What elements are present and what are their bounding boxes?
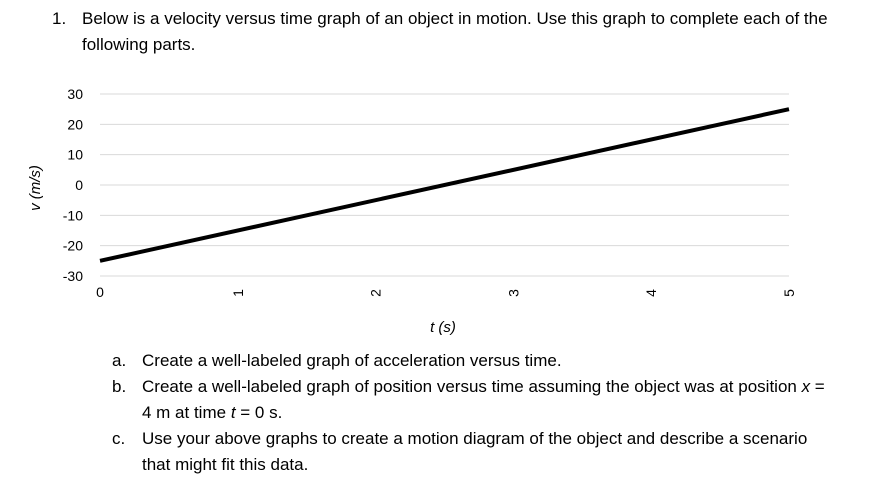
y-tick-label: -10 bbox=[63, 207, 83, 223]
gridlines bbox=[100, 93, 789, 277]
y-axis-label: v (m/s) bbox=[27, 165, 44, 211]
part-label: b. bbox=[112, 377, 127, 396]
y-tick-label: 0 bbox=[75, 177, 83, 193]
part-text: Create a well-labeled graph of accelerat… bbox=[142, 351, 562, 370]
part-text: Create a well-labeled graph of position … bbox=[142, 377, 802, 396]
part-c: c. Use your above graphs to create a mot… bbox=[112, 426, 832, 478]
x-tick-label: 5 bbox=[781, 289, 797, 297]
y-tick-label: 30 bbox=[67, 86, 83, 102]
x-axis-label: t (s) bbox=[430, 319, 456, 336]
x-tick-label: 0 bbox=[96, 284, 104, 300]
velocity-line bbox=[99, 107, 790, 263]
y-tick-label: -30 bbox=[63, 268, 83, 284]
x-tick-labels: 0 1 2 3 4 5 bbox=[96, 284, 797, 300]
y-tick-label: 10 bbox=[67, 147, 83, 163]
series-lines bbox=[99, 107, 790, 263]
y-tick-label: 20 bbox=[67, 116, 83, 132]
velocity-time-chart: 30 20 10 0 -10 -20 -30 0 1 2 3 4 5 v (m/s) t (s) bbox=[27, 86, 797, 336]
question-text: Below is a velocity versus time graph of… bbox=[82, 9, 828, 54]
question-parts: a. Create a well-labeled graph of accele… bbox=[112, 348, 832, 478]
y-tick-label: -20 bbox=[63, 238, 83, 254]
part-text: = 0 s. bbox=[235, 403, 283, 422]
x-tick-label: 4 bbox=[643, 289, 659, 297]
part-label: a. bbox=[112, 351, 127, 370]
part-text: = 4 m at time bbox=[142, 377, 825, 422]
part-label: c. bbox=[112, 429, 126, 448]
part-b: b. Create a well-labeled graph of positi… bbox=[112, 374, 832, 426]
y-tick-labels: 30 20 10 0 -10 -20 -30 bbox=[63, 86, 83, 284]
question-number: 1. bbox=[52, 9, 67, 28]
part-text: Use your above graphs to create a motion… bbox=[142, 429, 808, 474]
variable-t: t bbox=[230, 403, 236, 422]
question: 1. Below is a velocity versus time graph… bbox=[52, 6, 852, 58]
x-tick-label: 1 bbox=[230, 289, 246, 297]
part-a: a. Create a well-labeled graph of accele… bbox=[112, 348, 832, 374]
x-tick-label: 3 bbox=[505, 289, 521, 297]
x-tick-label: 2 bbox=[368, 289, 384, 297]
variable-x: x bbox=[801, 377, 811, 396]
